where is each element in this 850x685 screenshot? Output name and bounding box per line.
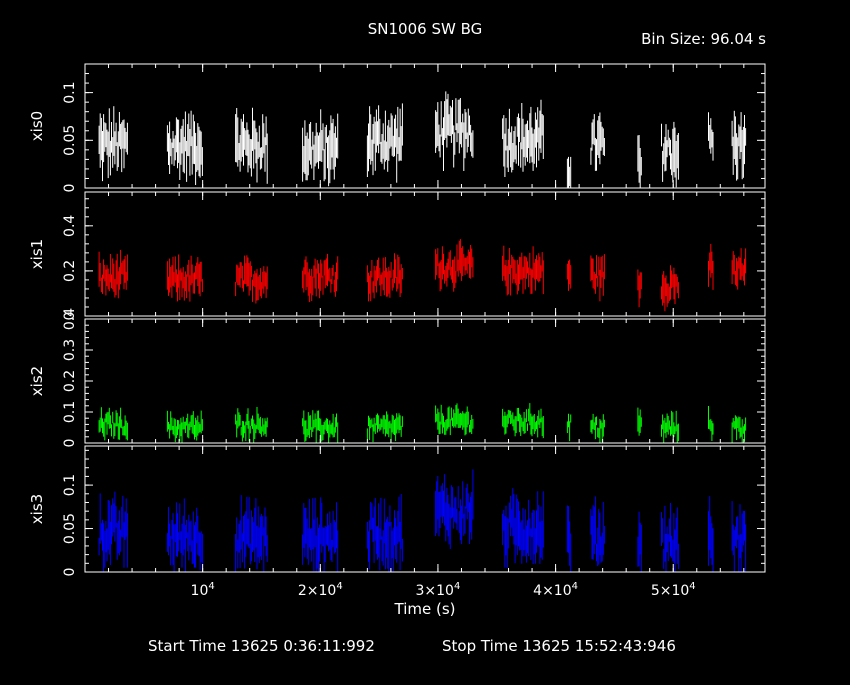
panel-label-xis2: xis2	[28, 366, 46, 396]
x-axis-label: Time (s)	[394, 600, 456, 618]
xis2-ytick-label: 0.1	[62, 401, 78, 423]
xis3-data	[98, 469, 747, 572]
xis1-ytick-label: 0.2	[62, 260, 78, 282]
xis3-frame	[84, 445, 766, 573]
xis0-frame	[84, 63, 766, 189]
panel-xis0: 0 0.05 0.1 xis0	[28, 63, 766, 193]
panel-label-xis3: xis3	[28, 494, 46, 524]
panel-label-xis1: xis1	[28, 239, 46, 269]
start-time-label: Start Time 13625 0:36:11:992	[148, 637, 375, 655]
panels-group: 0 0.05 0.1 xis0 0 0.2 0.4 xis1 0 0.1 0.2 0.3 0.4 xis2…	[28, 63, 766, 599]
xis1-ytick-label: 0	[62, 312, 78, 321]
panel-xis1: 0 0.2 0.4 xis1	[28, 191, 766, 321]
xis2-ytick-label: 0.3	[62, 339, 78, 361]
x-tick-label: 3×104	[416, 581, 461, 599]
chart-title: SN1006 SW BG	[368, 20, 482, 38]
xis0-data	[98, 91, 747, 188]
xis1-data	[98, 239, 747, 312]
xis2-ytick-label: 0.2	[62, 370, 78, 392]
xis3-ytick-label: 0	[62, 568, 78, 577]
xis2-ytick-label: 0.4	[62, 308, 78, 330]
xis2-ytick-label: 0	[62, 439, 78, 448]
xis3-ytick-label: 0.1	[62, 474, 78, 496]
panel-xis2: 0 0.1 0.2 0.3 0.4 xis2	[28, 308, 766, 448]
x-tick-label: 2×104	[298, 581, 343, 599]
xis2-data	[98, 403, 747, 443]
xis0-ytick-label: 0	[62, 184, 78, 193]
bin-size-label: Bin Size: 96.04 s	[641, 30, 766, 48]
xis0-ytick-label: 0.05	[62, 125, 78, 156]
x-tick-label: 104	[191, 581, 215, 599]
panel-label-xis0: xis0	[28, 111, 46, 141]
panel-xis3: 0 0.05 0.1 xis3	[28, 445, 766, 577]
stop-time-label: Stop Time 13625 15:52:43:946	[442, 637, 676, 655]
xis1-ytick-label: 0.4	[62, 215, 78, 237]
x-tick-label: 5×104	[651, 581, 696, 599]
xis1-frame	[84, 191, 766, 317]
xis3-ytick-label: 0.05	[62, 513, 78, 544]
x-tick-label: 4×104	[533, 581, 578, 599]
xis0-ytick-label: 0.1	[62, 81, 78, 103]
